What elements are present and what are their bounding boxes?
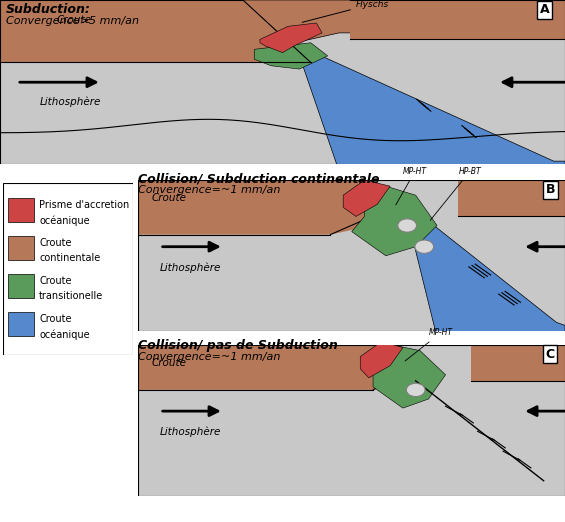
Text: Lithosphère: Lithosphère (160, 427, 221, 437)
Polygon shape (471, 345, 565, 381)
Circle shape (398, 219, 416, 232)
Polygon shape (343, 180, 390, 217)
Polygon shape (0, 0, 565, 63)
Polygon shape (299, 46, 565, 171)
Text: Croute: Croute (39, 276, 72, 286)
Text: Croute: Croute (39, 314, 72, 324)
Polygon shape (350, 0, 565, 40)
Text: Collision/ Subduction continentale: Collision/ Subduction continentale (138, 172, 380, 185)
Circle shape (415, 240, 433, 253)
Text: Prisme d'accretion: Prisme d'accretion (39, 200, 129, 210)
Polygon shape (260, 23, 322, 53)
Polygon shape (254, 43, 328, 69)
Polygon shape (0, 0, 311, 63)
Bar (8, 236, 34, 260)
Polygon shape (458, 180, 565, 217)
Polygon shape (138, 345, 416, 390)
Bar (8, 312, 34, 336)
Text: Subduction:: Subduction: (6, 3, 90, 16)
Text: Croute: Croute (56, 15, 92, 25)
Circle shape (406, 383, 425, 397)
Text: Convergence>5 mm/an: Convergence>5 mm/an (6, 16, 138, 26)
Bar (8, 198, 34, 222)
Text: Croute: Croute (151, 358, 186, 367)
Text: C: C (546, 348, 555, 361)
Polygon shape (351, 186, 437, 256)
Text: Lithosphère: Lithosphère (40, 97, 101, 107)
Text: MP-HT: MP-HT (405, 328, 453, 361)
Text: Flyschs: Flyschs (302, 0, 389, 22)
Polygon shape (373, 345, 446, 408)
Text: continentale: continentale (39, 253, 101, 263)
Text: Convergence=~1 mm/an: Convergence=~1 mm/an (138, 185, 281, 195)
Text: B: B (546, 183, 555, 196)
Polygon shape (360, 341, 403, 378)
Polygon shape (407, 204, 565, 338)
Text: MP-HT: MP-HT (396, 167, 427, 205)
Text: Croute: Croute (151, 193, 186, 203)
Text: Lithosphère: Lithosphère (160, 263, 221, 273)
Bar (8, 274, 34, 298)
Text: HP-BT: HP-BT (430, 167, 481, 220)
Text: A: A (540, 3, 549, 16)
Text: océanique: océanique (39, 329, 90, 340)
Text: Convergence=~1 mm/an: Convergence=~1 mm/an (138, 352, 281, 362)
Polygon shape (138, 180, 386, 234)
Text: Croute: Croute (39, 238, 72, 248)
Text: transitionelle: transitionelle (39, 291, 103, 301)
Text: Collision/ pas de Subduction: Collision/ pas de Subduction (138, 339, 338, 352)
Text: océanique: océanique (39, 216, 90, 226)
